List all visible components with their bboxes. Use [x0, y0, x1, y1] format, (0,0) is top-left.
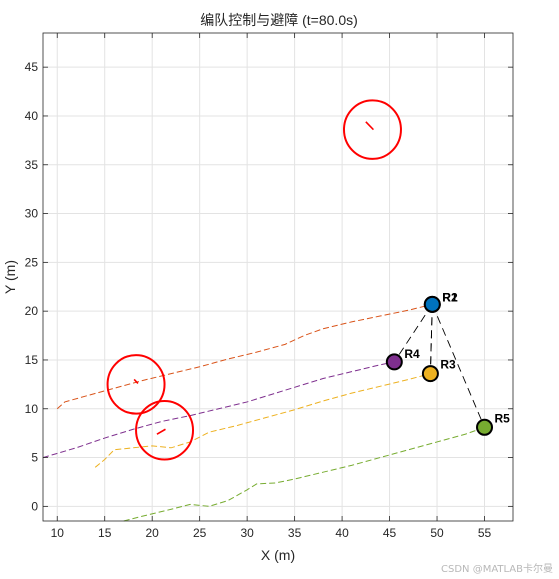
robot-label-r3: R3	[440, 358, 456, 372]
robot-label-r5: R5	[495, 411, 511, 425]
obstacle-circle	[135, 399, 195, 461]
x-tick-label: 55	[478, 526, 492, 540]
formation-links	[393, 304, 485, 428]
robot-marker-r5	[476, 418, 494, 436]
grid-lines	[43, 33, 513, 521]
obstacles	[106, 99, 402, 461]
chart-title: 编队控制与避障 (t=80.0s)	[200, 12, 358, 28]
axes-frame	[42, 32, 514, 522]
x-tick-label: 20	[146, 526, 160, 540]
x-axis-label: X (m)	[261, 547, 295, 563]
y-tick-label: 20	[25, 304, 39, 318]
x-tick-label: 45	[383, 526, 397, 540]
x-tick-label: 30	[240, 526, 254, 540]
watermark-text: CSDN @MATLAB卡尔曼	[441, 564, 553, 575]
y-tick-label: 15	[25, 353, 39, 367]
trajectory-r4	[42, 361, 395, 459]
y-tick-label: 0	[31, 499, 38, 513]
x-tick-label: 15	[98, 526, 112, 540]
y-tick-label: 5	[31, 451, 38, 465]
y-tick-label: 30	[25, 207, 39, 221]
formation-link	[393, 304, 433, 363]
x-tick-label: 50	[430, 526, 444, 540]
x-tick-label: 35	[288, 526, 302, 540]
robot-marker-r2	[423, 295, 441, 313]
robot-marker-r3	[421, 365, 439, 383]
x-tick-label: 25	[193, 526, 207, 540]
obstacle-trail	[133, 378, 139, 384]
tick-labels: 10 15 20 25 30 35 40 45 50 55 0 5 10 15 20 25 30 35 40 45	[25, 60, 492, 540]
y-tick-label: 25	[25, 255, 39, 269]
formation-link	[429, 304, 433, 374]
axes-box	[42, 32, 514, 522]
y-tick-label: 40	[25, 109, 39, 123]
obstacle-trail	[156, 428, 166, 435]
x-tick-label: 40	[335, 526, 349, 540]
robot-marker-r4	[385, 353, 403, 371]
trajectory-r1	[56, 303, 433, 410]
formation-link	[431, 304, 485, 428]
trajectory-r5	[123, 426, 485, 522]
robot-label-r1: R1	[442, 290, 458, 304]
y-tick-label: 35	[25, 158, 39, 172]
trajectory-r3	[94, 373, 431, 468]
y-tick-label: 45	[25, 60, 39, 74]
robot-label-r4: R4	[404, 347, 420, 361]
robot-label-r2: R2	[442, 290, 458, 304]
x-tick-label: 10	[51, 526, 65, 540]
obstacle-circle	[106, 354, 166, 415]
trajectory-lines	[42, 303, 485, 522]
y-axis-label: Y (m)	[2, 260, 18, 294]
obstacle-trail	[365, 121, 374, 131]
obstacle-circle	[342, 99, 402, 160]
y-tick-label: 10	[25, 402, 39, 416]
